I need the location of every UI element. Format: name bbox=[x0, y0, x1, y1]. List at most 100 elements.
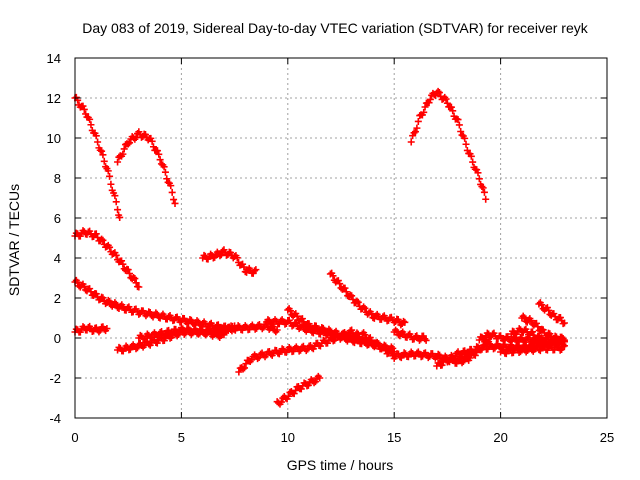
data-point bbox=[152, 309, 160, 317]
data-point bbox=[130, 274, 138, 282]
data-point bbox=[482, 195, 490, 203]
data-point bbox=[400, 317, 408, 325]
series-arc-9 bbox=[135, 324, 228, 343]
data-point bbox=[119, 260, 127, 268]
data-point bbox=[87, 288, 95, 296]
data-point bbox=[106, 172, 114, 180]
series-arc-15 bbox=[390, 326, 430, 344]
data-point bbox=[522, 348, 530, 356]
data-point bbox=[255, 353, 263, 361]
data-point bbox=[451, 353, 459, 361]
data-point bbox=[443, 99, 451, 107]
data-point bbox=[475, 175, 483, 183]
series-arc-21 bbox=[535, 299, 568, 328]
data-point bbox=[556, 314, 564, 322]
data-points bbox=[71, 87, 568, 408]
data-point bbox=[124, 266, 132, 274]
data-point bbox=[535, 333, 543, 341]
data-point bbox=[79, 102, 87, 110]
data-point bbox=[348, 326, 356, 334]
x-tick-label: 25 bbox=[600, 430, 614, 445]
data-point bbox=[434, 350, 442, 358]
data-point bbox=[148, 137, 156, 145]
data-point bbox=[411, 128, 419, 136]
data-point bbox=[118, 257, 126, 265]
chart-title: Day 083 of 2019, Sidereal Day-to-day VTE… bbox=[82, 20, 588, 36]
data-point bbox=[474, 169, 482, 177]
y-tick-label: 4 bbox=[54, 251, 61, 266]
data-point bbox=[521, 314, 529, 322]
data-point bbox=[265, 325, 273, 333]
data-point bbox=[92, 132, 100, 140]
data-point bbox=[99, 294, 107, 302]
y-tick-label: -2 bbox=[49, 371, 61, 386]
data-point bbox=[193, 317, 201, 325]
data-point bbox=[313, 374, 321, 382]
data-point bbox=[111, 192, 119, 200]
data-point bbox=[124, 140, 132, 148]
data-point bbox=[392, 326, 400, 334]
data-point bbox=[342, 288, 350, 296]
data-point bbox=[126, 269, 134, 277]
data-point bbox=[450, 354, 458, 362]
data-point bbox=[560, 338, 568, 346]
data-point bbox=[251, 267, 259, 275]
data-point bbox=[348, 292, 356, 300]
data-point bbox=[96, 146, 104, 154]
data-point bbox=[394, 316, 402, 324]
data-point bbox=[99, 151, 107, 159]
data-point bbox=[457, 127, 465, 135]
data-point bbox=[285, 343, 293, 351]
data-point bbox=[241, 322, 249, 330]
data-point bbox=[490, 345, 498, 353]
series-arc-19 bbox=[497, 342, 568, 358]
data-point bbox=[80, 105, 88, 113]
data-point bbox=[92, 290, 100, 298]
y-tick-label: 8 bbox=[54, 171, 61, 186]
x-tick-label: 15 bbox=[387, 430, 401, 445]
data-point bbox=[454, 116, 462, 124]
data-point bbox=[286, 307, 294, 315]
data-point bbox=[76, 328, 84, 336]
data-point bbox=[527, 317, 535, 325]
data-point bbox=[167, 182, 175, 190]
data-point bbox=[400, 349, 408, 357]
data-point bbox=[135, 283, 143, 291]
data-point bbox=[515, 348, 523, 356]
data-point bbox=[163, 175, 171, 183]
data-point bbox=[293, 383, 301, 391]
data-point bbox=[107, 180, 115, 188]
data-point bbox=[443, 358, 451, 366]
data-point bbox=[114, 206, 122, 214]
data-point bbox=[324, 339, 332, 347]
data-point bbox=[449, 107, 457, 115]
data-point bbox=[132, 345, 140, 353]
data-point bbox=[254, 355, 262, 363]
data-point bbox=[380, 343, 388, 351]
data-point bbox=[478, 183, 486, 191]
x-tick-label: 10 bbox=[281, 430, 295, 445]
data-point bbox=[120, 145, 128, 153]
data-point bbox=[546, 330, 554, 338]
data-point bbox=[516, 334, 524, 342]
data-point bbox=[171, 199, 179, 207]
data-point bbox=[560, 319, 568, 327]
data-point bbox=[100, 157, 108, 165]
y-tick-label: 2 bbox=[54, 291, 61, 306]
data-point bbox=[421, 103, 429, 111]
data-point bbox=[447, 103, 455, 111]
data-point bbox=[293, 312, 301, 320]
y-tick-label: 10 bbox=[47, 131, 61, 146]
data-point bbox=[414, 117, 422, 125]
x-tick-label: 5 bbox=[178, 430, 185, 445]
data-point bbox=[156, 156, 164, 164]
data-point bbox=[161, 168, 169, 176]
data-point bbox=[455, 121, 463, 129]
data-point bbox=[132, 279, 140, 287]
data-point bbox=[415, 336, 423, 344]
data-point bbox=[401, 318, 409, 326]
data-point bbox=[498, 346, 506, 354]
data-point bbox=[98, 235, 106, 243]
data-point bbox=[80, 282, 88, 290]
data-point bbox=[76, 232, 84, 240]
